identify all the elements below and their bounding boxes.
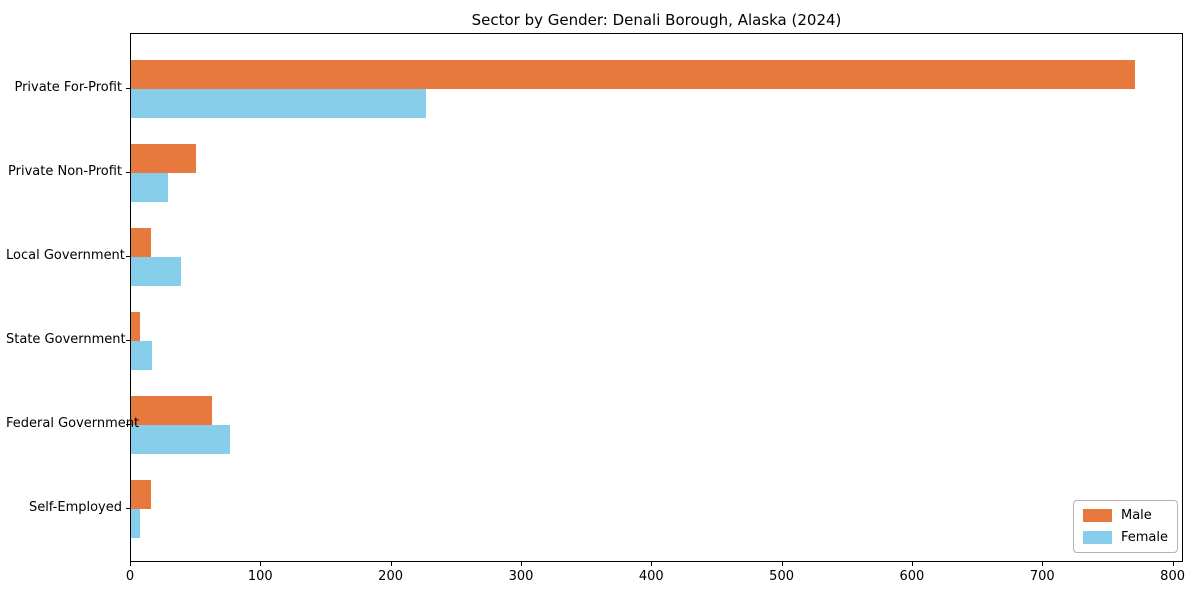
y-axis-tick	[126, 424, 130, 425]
plot-area: Male Female	[130, 33, 1183, 562]
bar-female-private-for-profit	[131, 89, 426, 118]
x-axis-tick	[781, 562, 783, 566]
x-axis-tick-label-400: 400	[638, 569, 664, 584]
y-axis-tick	[126, 340, 130, 341]
x-axis-tick-label-800: 800	[1160, 569, 1186, 584]
x-axis-tick	[1042, 562, 1044, 566]
y-axis-tick	[126, 256, 130, 257]
y-axis-tick	[126, 508, 130, 509]
bar-male-self-employed	[131, 480, 151, 509]
x-axis-tick	[911, 562, 913, 566]
bar-female-federal-government	[131, 425, 230, 454]
bar-female-state-government	[131, 341, 152, 370]
bar-male-private-for-profit	[131, 60, 1135, 89]
bar-male-local-government	[131, 228, 151, 257]
bar-female-private-non-profit	[131, 173, 168, 202]
x-axis-tick-label-500: 500	[769, 569, 795, 584]
legend-item-male: Male	[1082, 508, 1168, 523]
legend-swatch-male	[1082, 509, 1112, 522]
legend-label-female: Female	[1120, 530, 1168, 545]
y-axis-label-private-non-profit: Private Non-Profit	[8, 164, 122, 179]
bar-male-state-government	[131, 312, 141, 341]
x-axis-tick	[1172, 562, 1174, 566]
x-axis-tick-label-0: 0	[125, 569, 135, 584]
bar-female-local-government	[131, 257, 181, 286]
bar-female-self-employed	[131, 509, 141, 538]
x-axis-tick-label-200: 200	[378, 569, 404, 584]
legend-label-male: Male	[1120, 508, 1152, 523]
x-axis-tick	[521, 562, 522, 566]
y-axis-tick	[126, 172, 130, 173]
x-axis-tick	[130, 562, 131, 566]
x-axis-tick-label-700: 700	[1029, 569, 1055, 584]
bar-male-federal-government	[131, 396, 212, 425]
x-axis-tick-label-300: 300	[508, 569, 534, 584]
legend: Male Female	[1072, 500, 1178, 553]
legend-item-female: Female	[1082, 530, 1168, 545]
y-axis-label-state-government: State Government	[6, 332, 126, 347]
x-axis-tick	[651, 562, 653, 566]
y-axis-label-self-employed: Self-Employed	[28, 500, 122, 515]
y-axis-label-private-for-profit: Private For-Profit	[14, 80, 122, 95]
x-axis-tick-label-100: 100	[247, 569, 273, 584]
x-axis-tick	[390, 562, 392, 566]
x-axis-tick-label-600: 600	[899, 569, 925, 584]
chart-title: Sector by Gender: Denali Borough, Alaska…	[471, 11, 842, 29]
bar-male-private-non-profit	[131, 144, 197, 173]
legend-swatch-female	[1082, 531, 1112, 544]
y-axis-label-local-government: Local Government	[6, 248, 125, 263]
y-axis-tick	[126, 88, 130, 89]
x-axis-tick	[260, 562, 262, 566]
y-axis-label-federal-government: Federal Government	[6, 416, 140, 431]
